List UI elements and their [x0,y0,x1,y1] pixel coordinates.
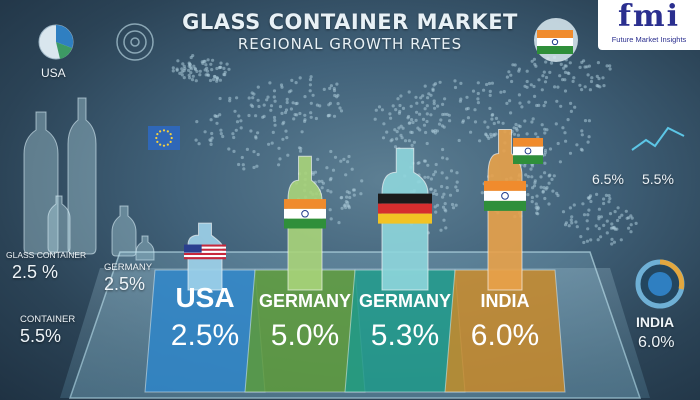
chart-title: GLASS CONTAINER MARKET [182,10,518,34]
side-value-india: 6.0% [638,334,675,351]
side-value-container: 5.5% [20,326,62,346]
world-map [171,54,638,246]
germany-flag-icon [378,193,432,224]
side-value-right-b: 5.5% [642,171,674,187]
india-flag-icon [513,138,543,164]
usa-flag-icon [184,244,226,260]
eu-flag-icon [148,126,180,150]
data-label: 5.0% [271,319,339,352]
target-widget [116,23,154,61]
india-flag-icon [484,180,526,211]
side-label-glass-container: GLASS CONTAINER [6,250,87,260]
category-label: USA [175,282,234,313]
logo-tagline: Future Market Insights [611,35,687,44]
logo-mark: fmi [617,0,681,34]
india-flag-icon [284,199,326,229]
data-label: 6.0% [471,319,539,352]
fmi-logo: fmi Future Market Insights [598,0,700,50]
side-label-germany: GERMANY [104,262,153,273]
chart-subtitle: REGIONAL GROWTH RATES [237,35,463,53]
side-label-container: CONTAINER [20,314,76,325]
india-flag-icon [537,30,573,54]
ring-chart-widget [635,259,685,309]
side-label-usa: USA [41,66,66,80]
side-value-germany: 2.5% [104,274,146,294]
trend-line-widget [631,126,685,151]
category-label: GERMANY [259,291,351,311]
pie-widget [38,24,74,60]
side-value-glass-container: 2.5 % [12,262,59,282]
category-label: INDIA [481,291,530,311]
glass-bottles-decor [23,97,155,261]
data-label: 2.5% [171,319,239,352]
category-label: GERMANY [359,291,451,311]
side-value-right-a: 6.5% [592,171,624,187]
data-label: 5.3% [371,319,439,352]
side-label-india: INDIA [636,314,675,330]
